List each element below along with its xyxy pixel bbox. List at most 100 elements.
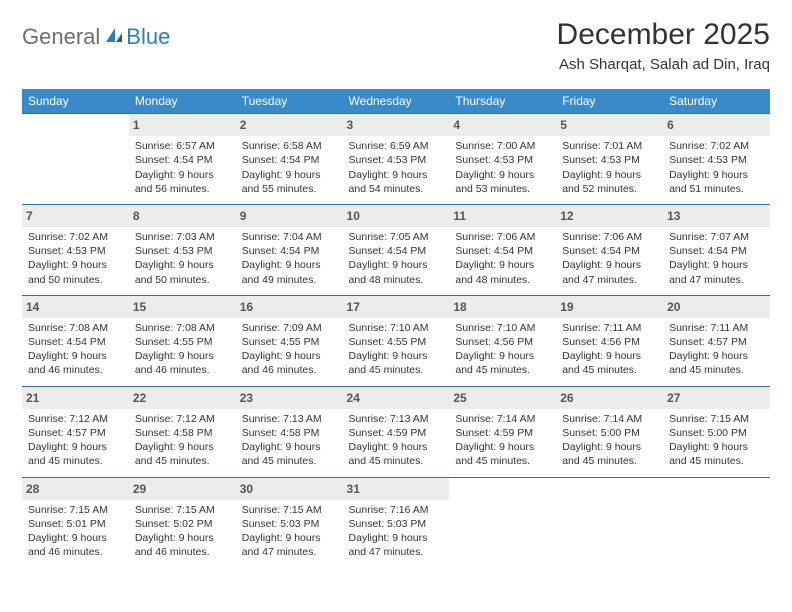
day-cell: 17 Sunrise: 7:10 AMSunset: 4:55 PMDayligh… xyxy=(343,295,450,386)
dow-header: Saturday xyxy=(663,89,770,114)
day-cell: 14 Sunrise: 7:08 AMSunset: 4:54 PMDayligh… xyxy=(22,295,129,386)
day-info: Sunrise: 7:13 AMSunset: 4:59 PMDaylight:… xyxy=(349,412,444,469)
day-cell: 1 Sunrise: 6:57 AMSunset: 4:54 PMDaylight… xyxy=(129,114,236,205)
day-number: 16 xyxy=(236,296,343,318)
day-number: 1 xyxy=(129,114,236,136)
day-number: 4 xyxy=(449,114,556,136)
day-info: Sunrise: 7:16 AMSunset: 5:03 PMDaylight:… xyxy=(349,503,444,560)
dow-header: Wednesday xyxy=(343,89,450,114)
empty-cell: . xyxy=(22,114,129,205)
day-number: 19 xyxy=(556,296,663,318)
dow-header: Monday xyxy=(129,89,236,114)
day-number: 11 xyxy=(449,205,556,227)
day-cell: 19 Sunrise: 7:11 AMSunset: 4:56 PMDayligh… xyxy=(556,295,663,386)
day-cell: 24 Sunrise: 7:13 AMSunset: 4:59 PMDayligh… xyxy=(343,386,450,477)
day-number: 17 xyxy=(343,296,450,318)
day-info: Sunrise: 7:12 AMSunset: 4:57 PMDaylight:… xyxy=(28,412,123,469)
day-info: Sunrise: 7:07 AMSunset: 4:54 PMDaylight:… xyxy=(669,230,764,287)
title-block: December 2025 Ash Sharqat, Salah ad Din,… xyxy=(557,18,770,73)
day-number: 27 xyxy=(663,387,770,409)
day-info: Sunrise: 7:15 AMSunset: 5:02 PMDaylight:… xyxy=(135,503,230,560)
day-cell: 16 Sunrise: 7:09 AMSunset: 4:55 PMDayligh… xyxy=(236,295,343,386)
day-info: Sunrise: 7:15 AMSunset: 5:03 PMDaylight:… xyxy=(242,503,337,560)
day-cell: 21 Sunrise: 7:12 AMSunset: 4:57 PMDayligh… xyxy=(22,386,129,477)
day-info: Sunrise: 6:57 AMSunset: 4:54 PMDaylight:… xyxy=(135,139,230,196)
day-number: 29 xyxy=(129,478,236,500)
day-info: Sunrise: 7:00 AMSunset: 4:53 PMDaylight:… xyxy=(455,139,550,196)
day-cell: 22 Sunrise: 7:12 AMSunset: 4:58 PMDayligh… xyxy=(129,386,236,477)
day-info: Sunrise: 7:13 AMSunset: 4:58 PMDaylight:… xyxy=(242,412,337,469)
day-cell: 2 Sunrise: 6:58 AMSunset: 4:54 PMDaylight… xyxy=(236,114,343,205)
calendar-table: SundayMondayTuesdayWednesdayThursdayFrid… xyxy=(22,89,770,567)
day-info: Sunrise: 7:14 AMSunset: 4:59 PMDaylight:… xyxy=(455,412,550,469)
day-number: 3 xyxy=(343,114,450,136)
day-cell: 15Sunrise: 7:08 AMSunset: 4:55 PMDayligh… xyxy=(129,295,236,386)
day-number: 2 xyxy=(236,114,343,136)
day-info: Sunrise: 7:14 AMSunset: 5:00 PMDaylight:… xyxy=(562,412,657,469)
day-number: 23 xyxy=(236,387,343,409)
empty-cell: . xyxy=(556,477,663,567)
day-info: Sunrise: 7:03 AMSunset: 4:53 PMDaylight:… xyxy=(135,230,230,287)
day-cell: 26Sunrise: 7:14 AMSunset: 5:00 PMDayligh… xyxy=(556,386,663,477)
logo: General Blue xyxy=(22,18,170,50)
day-number: 7 xyxy=(22,205,129,227)
day-info: Sunrise: 7:01 AMSunset: 4:53 PMDaylight:… xyxy=(562,139,657,196)
day-number: 25 xyxy=(449,387,556,409)
day-info: Sunrise: 7:11 AMSunset: 4:56 PMDaylight:… xyxy=(562,321,657,378)
empty-cell: . xyxy=(663,477,770,567)
day-info: Sunrise: 7:08 AMSunset: 4:55 PMDaylight:… xyxy=(135,321,230,378)
dow-row: SundayMondayTuesdayWednesdayThursdayFrid… xyxy=(22,89,770,114)
day-number: 21 xyxy=(22,387,129,409)
day-cell: 13Sunrise: 7:07 AMSunset: 4:54 PMDayligh… xyxy=(663,204,770,295)
day-number: 6 xyxy=(663,114,770,136)
day-number: 10 xyxy=(343,205,450,227)
day-cell: 28 Sunrise: 7:15 AMSunset: 5:01 PMDayligh… xyxy=(22,477,129,567)
dow-header: Sunday xyxy=(22,89,129,114)
sail-icon xyxy=(104,26,124,49)
empty-cell: . xyxy=(449,477,556,567)
day-number: 5 xyxy=(556,114,663,136)
logo-text-general: General xyxy=(22,24,100,50)
day-cell: 9 Sunrise: 7:04 AMSunset: 4:54 PMDaylight… xyxy=(236,204,343,295)
day-info: Sunrise: 7:10 AMSunset: 4:55 PMDaylight:… xyxy=(349,321,444,378)
day-cell: 10 Sunrise: 7:05 AMSunset: 4:54 PMDayligh… xyxy=(343,204,450,295)
day-info: Sunrise: 7:12 AMSunset: 4:58 PMDaylight:… xyxy=(135,412,230,469)
day-info: Sunrise: 7:08 AMSunset: 4:54 PMDaylight:… xyxy=(28,321,123,378)
day-number: 24 xyxy=(343,387,450,409)
week-row: 28 Sunrise: 7:15 AMSunset: 5:01 PMDayligh… xyxy=(22,477,770,567)
day-info: Sunrise: 7:06 AMSunset: 4:54 PMDaylight:… xyxy=(562,230,657,287)
dow-header: Friday xyxy=(556,89,663,114)
day-cell: 5 Sunrise: 7:01 AMSunset: 4:53 PMDaylight… xyxy=(556,114,663,205)
day-cell: 27Sunrise: 7:15 AMSunset: 5:00 PMDayligh… xyxy=(663,386,770,477)
day-info: Sunrise: 7:10 AMSunset: 4:56 PMDaylight:… xyxy=(455,321,550,378)
logo-text-blue: Blue xyxy=(126,24,170,50)
day-cell: 12 Sunrise: 7:06 AMSunset: 4:54 PMDayligh… xyxy=(556,204,663,295)
day-cell: 6Sunrise: 7:02 AMSunset: 4:53 PMDaylight… xyxy=(663,114,770,205)
dow-header: Thursday xyxy=(449,89,556,114)
day-cell: 31Sunrise: 7:16 AMSunset: 5:03 PMDayligh… xyxy=(343,477,450,567)
day-number: 18 xyxy=(449,296,556,318)
day-cell: 11Sunrise: 7:06 AMSunset: 4:54 PMDayligh… xyxy=(449,204,556,295)
week-row: .1 Sunrise: 6:57 AMSunset: 4:54 PMDayligh… xyxy=(22,114,770,205)
day-cell: 3 Sunrise: 6:59 AMSunset: 4:53 PMDaylight… xyxy=(343,114,450,205)
day-info: Sunrise: 6:59 AMSunset: 4:53 PMDaylight:… xyxy=(349,139,444,196)
day-number: 30 xyxy=(236,478,343,500)
header: General Blue December 2025 Ash Sharqat, … xyxy=(22,18,770,73)
day-info: Sunrise: 7:15 AMSunset: 5:01 PMDaylight:… xyxy=(28,503,123,560)
day-number: 9 xyxy=(236,205,343,227)
day-info: Sunrise: 7:09 AMSunset: 4:55 PMDaylight:… xyxy=(242,321,337,378)
day-info: Sunrise: 6:58 AMSunset: 4:54 PMDaylight:… xyxy=(242,139,337,196)
day-number: 14 xyxy=(22,296,129,318)
day-cell: 8Sunrise: 7:03 AMSunset: 4:53 PMDaylight… xyxy=(129,204,236,295)
day-info: Sunrise: 7:04 AMSunset: 4:54 PMDaylight:… xyxy=(242,230,337,287)
day-cell: 25 Sunrise: 7:14 AMSunset: 4:59 PMDayligh… xyxy=(449,386,556,477)
day-number: 20 xyxy=(663,296,770,318)
day-number: 12 xyxy=(556,205,663,227)
day-cell: 7Sunrise: 7:02 AMSunset: 4:53 PMDaylight… xyxy=(22,204,129,295)
page-title: December 2025 xyxy=(557,18,770,52)
day-info: Sunrise: 7:05 AMSunset: 4:54 PMDaylight:… xyxy=(349,230,444,287)
location-text: Ash Sharqat, Salah ad Din, Iraq xyxy=(557,56,770,73)
day-cell: 20Sunrise: 7:11 AMSunset: 4:57 PMDayligh… xyxy=(663,295,770,386)
day-number: 28 xyxy=(22,478,129,500)
day-number: 22 xyxy=(129,387,236,409)
